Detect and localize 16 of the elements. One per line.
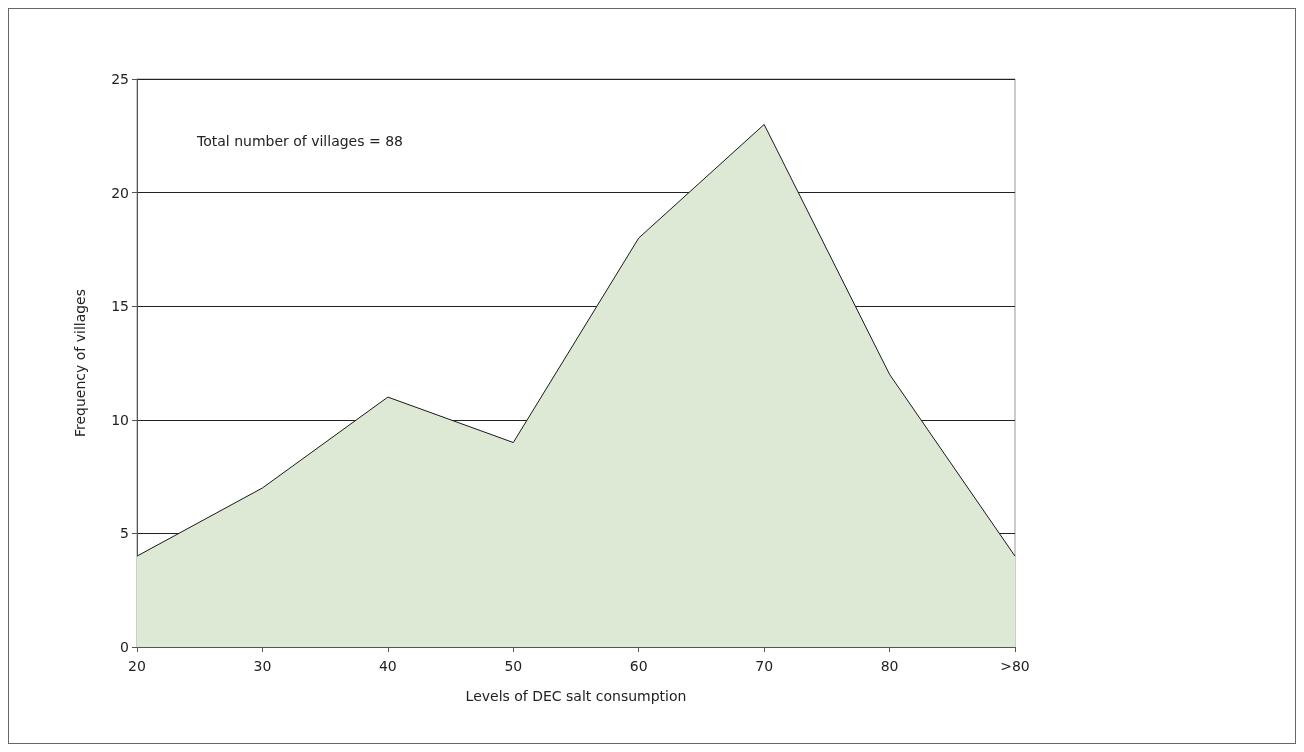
y-axis-title: Frequency of villages <box>72 288 88 438</box>
annotation: Total number of villages = 88 <box>196 133 403 149</box>
x-tick-label: 30 <box>253 658 272 674</box>
x-tick-label: 40 <box>378 658 397 674</box>
x-tick-label: 50 <box>504 658 523 674</box>
y-tick-label: 5 <box>120 525 129 542</box>
y-tick-label: 25 <box>111 71 129 87</box>
x-axis-title: Levels of DEC salt consumption <box>465 688 687 704</box>
x-tick-label: 80 <box>880 658 899 674</box>
y-tick-label: 15 <box>111 298 129 315</box>
x-tick-label: 70 <box>755 658 774 674</box>
y-tick-label: 10 <box>111 411 129 428</box>
y-tick-label: 20 <box>111 184 129 201</box>
x-tick-label: >80 <box>1000 658 1030 674</box>
y-tick-label: 0 <box>120 639 129 655</box>
x-tick-label: 60 <box>629 658 648 674</box>
